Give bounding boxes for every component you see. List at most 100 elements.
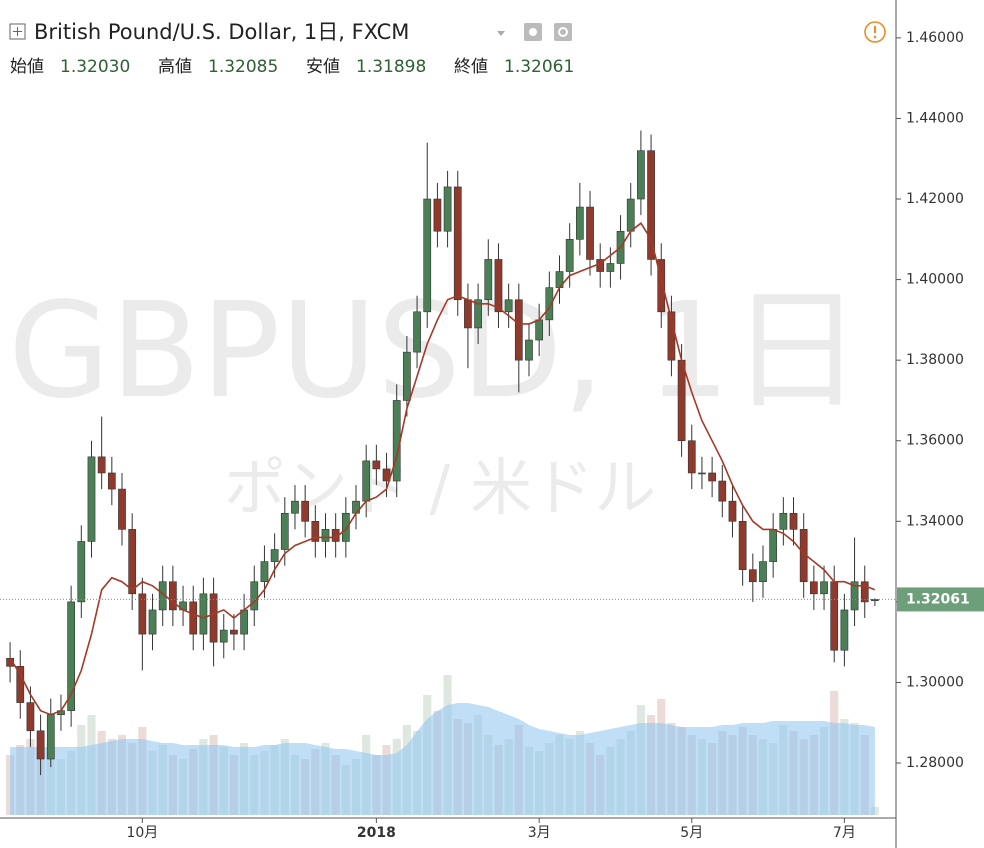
candle-body [830,581,839,651]
icon-stroke [558,27,568,37]
y-tick-label: 1.38000 [906,352,964,368]
candle-body [769,529,778,562]
candle-body [850,581,859,611]
x-tick-label: 5月 [680,825,703,841]
watermark: GBPUSD, 1日 [8,274,862,428]
stat-value: 1.31898 [356,57,426,77]
candle-body [128,529,137,595]
symbol-title[interactable]: British Pound/U.S. Dollar, 1日, FXCM [34,20,409,44]
candle-body [810,581,818,595]
candle-body [525,339,533,361]
candle-body [291,500,299,514]
dropdown-icon[interactable] [497,31,505,36]
y-tick-label: 1.42000 [906,191,964,207]
volume-ma-area [10,703,875,815]
x-tick-label: 10月 [126,825,158,841]
icon-stroke [529,28,537,36]
y-tick-label: 1.30000 [906,674,964,690]
candle-body [759,561,767,583]
candle-body [748,569,757,583]
watermark-sub: ポンド / 米ドル [224,451,656,524]
candle-body [107,472,116,490]
y-tick-label: 1.28000 [906,755,964,771]
candle-body [87,456,96,542]
candle-body [657,259,666,313]
candle-body [708,472,716,482]
candle-body [433,198,442,232]
candle-body [46,714,55,760]
settings-icon[interactable] [554,23,572,41]
stat-label: 始値 [10,57,44,77]
candle-body [453,186,462,301]
candle-body [230,629,238,635]
y-tick-label: 1.36000 [906,433,964,449]
candle-body [494,259,503,313]
candle-body [199,593,208,635]
candle-body [6,657,14,667]
candle-body [698,472,706,475]
candle-body [311,521,320,542]
candle-body [443,186,452,232]
candle-body [820,581,828,595]
candle-body [169,581,177,611]
candle-body [860,581,869,603]
candle-body [16,666,25,703]
candle-body [647,150,655,260]
icon-stroke [873,35,877,39]
candle-body [372,460,381,470]
candle-body [728,500,737,522]
stat-value: 1.32085 [208,57,278,77]
candle-body [260,561,269,583]
candle-body [779,512,788,530]
candle-body [606,263,615,272]
header: British Pound/U.S. Dollar, 1日, FXCM 始値 1… [9,20,886,77]
last-price-label: 1.32061 [906,591,970,607]
candle-body [240,609,248,635]
last-price-box [897,587,984,612]
stat-label: 安値 [306,57,340,77]
candle-body [535,319,544,341]
candle-body [148,609,157,635]
candle-body [250,581,259,611]
candle-body [565,239,574,272]
candle-body [36,730,45,760]
candle-body [718,480,727,502]
y-tick-label: 1.34000 [906,513,964,529]
moving-average [9,222,876,716]
x-tick-label: 2018 [357,825,396,841]
watermark-layer: GBPUSD, 1日 ポンド / 米ドル [8,274,862,524]
candle-body [575,206,584,240]
stat-value: 1.32030 [60,57,130,77]
candle-body [392,400,401,482]
candle-body [403,351,411,401]
candle-body [514,299,523,361]
candle-body [362,460,371,502]
y-tick-label: 1.46000 [906,30,964,46]
plot [6,130,879,815]
y-tick-label: 1.44000 [906,110,964,126]
candle-body [138,593,147,635]
candle-body [118,488,126,530]
candle-body [423,198,432,313]
candle-body [637,150,645,200]
candle-body [382,468,391,482]
stat-value: 1.32061 [504,57,574,77]
candle-body [545,287,554,321]
stat-label: 終値 [454,57,488,77]
candle-body [484,259,493,301]
candle-body [687,440,696,474]
y-tick-label: 1.40000 [906,272,964,288]
candle-body [26,702,35,732]
candle-body [189,601,198,635]
candle-body [840,609,849,651]
candle-body [97,456,106,474]
stat-label: 高値 [158,57,192,77]
candle-body [280,512,289,550]
x-tick-label: 7月 [833,825,856,841]
candle-body [586,206,594,260]
candle-body [341,512,350,542]
x-tick-label: 3月 [528,825,551,841]
candle-body [464,299,472,329]
volume-bar [870,807,879,815]
candle-body [871,599,879,601]
